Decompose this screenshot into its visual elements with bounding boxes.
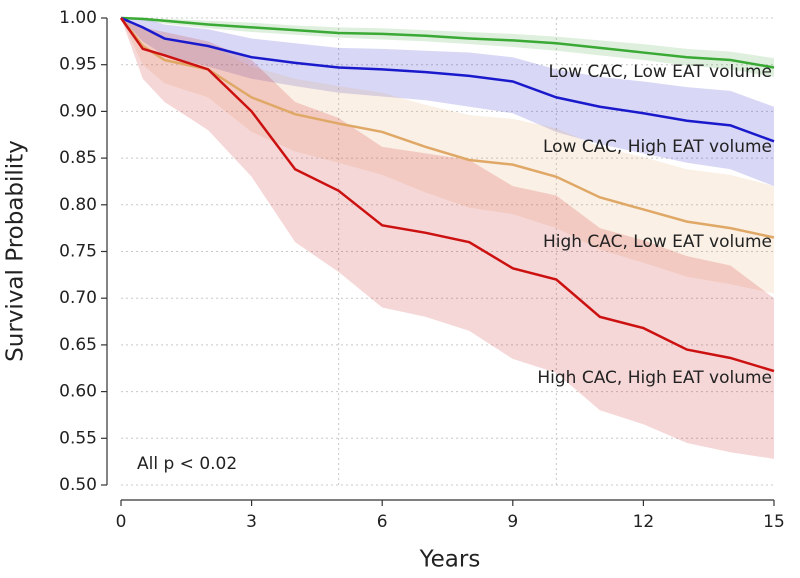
confidence-band xyxy=(121,18,774,294)
y-tick-label: 0.80 xyxy=(59,195,97,215)
x-tick-label: 15 xyxy=(763,512,785,532)
y-tick-label: 0.55 xyxy=(59,428,97,448)
annotation: All p < 0.02 xyxy=(137,454,237,474)
y-tick-label: 0.95 xyxy=(59,55,97,75)
x-axis-title: Years xyxy=(419,547,481,573)
series-label: High CAC, High EAT volume xyxy=(537,368,772,388)
y-tick-label: 0.70 xyxy=(59,288,97,308)
y-tick-label: 0.85 xyxy=(59,148,97,168)
survival-line xyxy=(120,17,775,239)
series-label: High CAC, Low EAT volume xyxy=(543,232,772,252)
x-tick-label: 9 xyxy=(507,512,518,532)
x-tick-label: 0 xyxy=(116,512,127,532)
y-tick-label: 0.65 xyxy=(59,335,97,355)
y-tick-label: 1.00 xyxy=(59,8,97,28)
y-axis-title: Survival Probability xyxy=(3,140,29,362)
series-label: Low CAC, Low EAT volume xyxy=(549,62,772,82)
confidence-band xyxy=(121,18,774,77)
x-tick-label: 6 xyxy=(377,512,388,532)
survival-line xyxy=(119,17,775,373)
survival-line xyxy=(120,16,775,69)
x-tick-label: 3 xyxy=(246,512,257,532)
y-tick-label: 0.90 xyxy=(59,101,97,121)
confidence-band xyxy=(121,18,774,187)
series-label: Low CAC, High EAT volume xyxy=(543,137,772,157)
y-tick-label: 0.50 xyxy=(59,475,97,495)
y-tick-label: 0.60 xyxy=(59,382,97,402)
survival-line xyxy=(120,16,775,143)
x-tick-label: 12 xyxy=(633,512,655,532)
grid-layer xyxy=(121,17,774,486)
y-tick-label: 0.75 xyxy=(59,242,97,262)
